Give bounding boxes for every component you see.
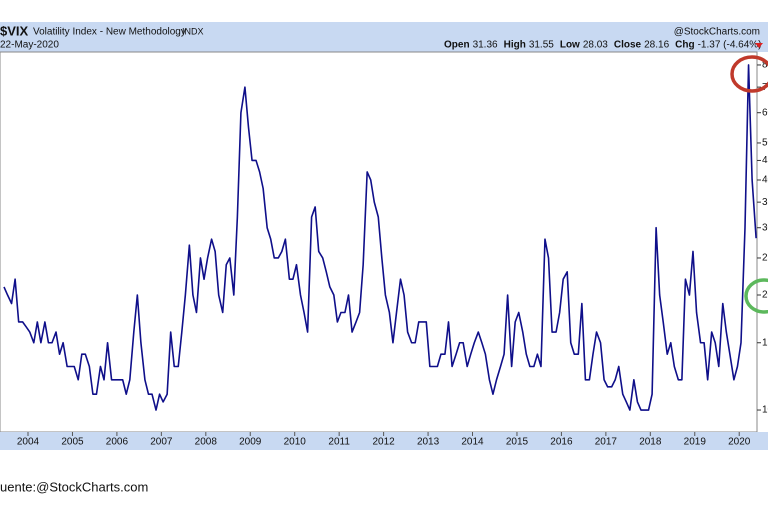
x-tick-label: 2007	[150, 437, 173, 448]
plot-area	[3, 64, 757, 411]
y-axis: 101520253035404550607080	[757, 60, 768, 416]
x-tick-label: 2020	[728, 437, 751, 448]
x-tick-label: 2017	[595, 437, 618, 448]
x-axis-band	[0, 432, 768, 450]
exchange: INDX	[182, 26, 204, 36]
x-tick-label: 2013	[417, 437, 440, 448]
footnote: uente:@StockCharts.com	[0, 479, 148, 494]
quote-label: High	[504, 40, 526, 51]
x-tick-label: 2008	[195, 437, 218, 448]
plot-frame	[0, 51, 758, 433]
x-tick-label: 2016	[550, 437, 573, 448]
y-tick-label: 25	[762, 253, 768, 264]
x-tick-label: 2014	[461, 437, 484, 448]
x-tick-label: 2005	[61, 437, 84, 448]
quote-value: 31.36	[473, 40, 498, 51]
highlight-circle	[744, 278, 768, 314]
x-tick-label: 2018	[639, 437, 662, 448]
y-tick-label: 30	[762, 222, 768, 233]
x-tick-label: 2012	[372, 437, 395, 448]
quote-value: 28.16	[644, 40, 669, 51]
y-tick-label: 20	[762, 290, 768, 301]
quote-label: Low	[560, 40, 580, 51]
quote-label: Open	[444, 40, 470, 51]
x-axis: 2004 2005 2006 2007 2008 2009 2010 2011 2012 2013…	[17, 432, 751, 448]
quote-label: Close	[614, 40, 642, 51]
x-tick-label: 2006	[106, 437, 129, 448]
x-tick-label: 2019	[684, 437, 707, 448]
down-arrow	[755, 43, 763, 48]
subtitle: Volatility Index - New Methodology	[33, 27, 186, 38]
ticker: $VIX	[0, 23, 29, 38]
y-tick-label: 35	[762, 197, 768, 208]
y-tick-label: 45	[762, 155, 768, 166]
x-tick-label: 2009	[239, 437, 262, 448]
x-tick-label: 2010	[284, 437, 307, 448]
date: 22-May-2020	[0, 40, 59, 51]
y-tick-label: 40	[762, 175, 768, 186]
y-tick-label: 15	[762, 337, 768, 348]
header-band	[0, 22, 768, 52]
highlight-circle	[730, 55, 768, 93]
x-tick-label: 2004	[17, 437, 40, 448]
y-tick-label: 80	[762, 60, 768, 71]
y-tick-label: 50	[762, 138, 768, 149]
quote-value: -1.37 (-4.64%)	[698, 40, 762, 51]
y-tick-label: 10	[762, 405, 768, 416]
quote-label: Chg	[675, 40, 694, 51]
x-tick-label: 2011	[328, 437, 350, 448]
quote-value: 31.55	[529, 40, 554, 51]
quote-value: 28.03	[583, 40, 608, 51]
price-line	[3, 64, 757, 411]
source: @StockCharts.com	[674, 27, 760, 38]
quote: Open 31.36 High 31.55 Low 28.03 Close 28.16 Chg -…	[444, 40, 762, 51]
x-tick-label: 2015	[506, 437, 529, 448]
y-tick-label: 60	[762, 107, 768, 118]
